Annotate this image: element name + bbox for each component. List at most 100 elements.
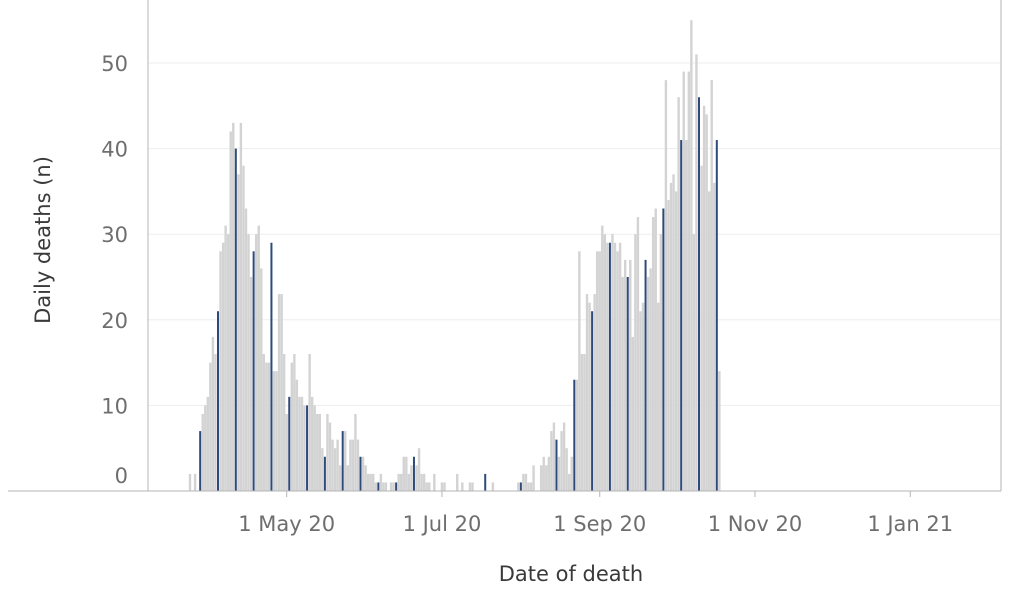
daily-bar [710,80,713,492]
weekly-bar [359,456,362,491]
daily-bar [568,473,571,491]
daily-bar [303,405,306,491]
y-tick-label: 50 [101,52,128,76]
daily-bar [667,199,670,491]
daily-bar [657,302,660,491]
daily-bar [631,336,635,491]
weekly-bar [484,473,487,491]
daily-bar [351,439,355,491]
daily-bar [545,465,548,491]
daily-bar [456,473,459,491]
daily-bar [318,413,321,491]
y-tick-label: 40 [101,138,128,162]
daily-bar [588,302,591,491]
daily-bar [440,482,444,491]
daily-bar [580,354,584,491]
daily-bar [260,268,263,491]
daily-bar [491,482,495,491]
daily-bar [221,242,225,491]
daily-bar [547,456,551,491]
daily-bar [623,259,627,491]
weekly-bar [323,456,326,491]
daily-bar [267,362,271,491]
daily-bar [532,465,535,491]
daily-bar [527,482,530,491]
x-tick-label: 1 May 20 [238,512,335,536]
y-tick-label: 20 [101,309,128,333]
daily-bar [331,439,334,491]
daily-bar [237,174,240,491]
daily-bar [707,191,711,491]
daily-bar [550,431,553,491]
daily-bar [422,473,426,491]
x-axis-title: Date of death [499,562,643,586]
x-tick-label: 1 Sep 20 [553,512,646,536]
daily-bar [415,465,418,491]
daily-bar [265,362,268,491]
y-tick-label: 0 [115,464,128,488]
daily-bar [583,354,586,491]
daily-bar [300,396,304,491]
weekly-bar [306,405,309,491]
daily-bar [659,234,663,491]
daily-bar [471,482,474,491]
daily-bar [206,396,210,491]
daily-bar [326,413,329,491]
daily-bar [669,182,673,491]
daily-bar [570,456,573,491]
weekly-bar [608,242,611,491]
daily-bar [277,294,281,491]
x-tick-label: 1 Nov 20 [708,512,802,536]
weekly-bar [573,379,576,491]
weekly-bar [412,456,415,491]
daily-bar [201,413,204,491]
daily-bar [382,482,385,491]
daily-bar [618,242,622,491]
daily-bar [379,473,383,491]
daily-bar [603,234,607,491]
daily-bar [598,251,601,491]
daily-bar [621,277,624,491]
daily-bar [232,122,235,492]
daily-bar [529,482,533,491]
daily-bar [204,405,207,491]
weekly-bar [252,251,255,491]
daily-bar [641,302,645,491]
daily-bar [366,473,370,491]
daily-bar [634,234,637,491]
daily-bar [718,371,721,491]
daily-bar [272,371,276,491]
daily-bar [282,354,286,491]
daily-bar [188,473,192,491]
daily-bar [293,354,296,491]
bars [188,20,721,492]
daily-bar [524,473,528,491]
daily-bar [333,448,337,491]
daily-bar [219,251,222,491]
daily-bar [285,413,288,491]
daily-bar [649,268,652,491]
daily-bar [298,396,301,491]
daily-bar [433,473,436,491]
weekly-bar [217,311,219,491]
daily-bar [695,54,698,491]
daily-bar [692,234,696,491]
daily-bar [560,431,563,491]
weekly-bar [519,482,522,491]
daily-bar [420,473,423,491]
daily-bar [651,217,655,491]
daily-bar [606,242,609,491]
daily-bar [344,431,347,491]
x-tick-label: 1 Jul 20 [403,512,482,536]
daily-bar [321,448,324,491]
daily-bar [677,97,680,492]
daily-bar [562,422,566,491]
daily-bar [410,465,413,491]
daily-bar [542,456,545,491]
weekly-bar [234,148,237,491]
daily-bar [685,140,688,492]
daily-bar [361,456,365,491]
daily-bar [214,354,217,491]
daily-bar [247,234,250,491]
